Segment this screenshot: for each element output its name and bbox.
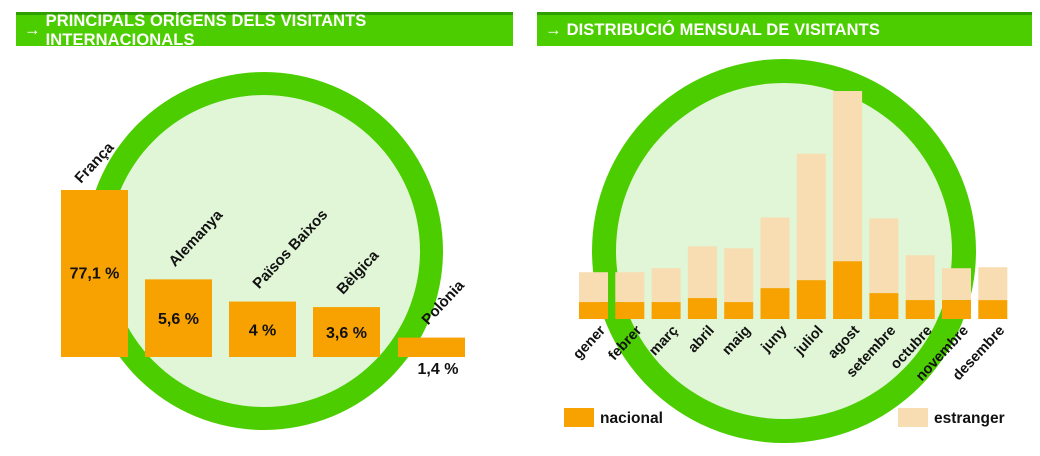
bar-2 [229, 301, 296, 357]
bar-1 [145, 279, 212, 357]
value-label: 4 % [249, 322, 277, 339]
legend-swatch-estranger [898, 408, 928, 427]
bar-estranger-2 [651, 268, 681, 303]
header-monthly: → DISTRIBUCIÓ MENSUAL DE VISITANTS [537, 12, 1032, 46]
bar-nacional-4 [724, 302, 754, 319]
value-label: 5,6 % [158, 311, 199, 328]
value-label: 1,4 % [418, 361, 459, 378]
bar-nacional-3 [687, 298, 717, 319]
bar-estranger-11 [978, 267, 1008, 301]
header-origins: → PRINCIPALS ORÍGENS DELS VISITANTS INTE… [16, 12, 513, 49]
bar-nacional-1 [615, 302, 645, 319]
arrow-icon: → [545, 21, 562, 39]
bar-nacional-11 [978, 300, 1008, 319]
bar-4 [398, 337, 465, 357]
bar-nacional-7 [833, 261, 863, 319]
bar-estranger-7 [833, 91, 863, 262]
arrow-icon: → [24, 21, 41, 39]
bar-estranger-5 [760, 217, 790, 289]
bar-3 [313, 307, 380, 357]
legend: nacional estranger [564, 408, 1005, 427]
bar-nacional-2 [651, 302, 681, 319]
value-label: 3,6 % [326, 325, 367, 342]
bar-estranger-4 [724, 248, 754, 303]
legend-swatch-nacional [564, 408, 594, 427]
legend-label-nacional: nacional [600, 410, 663, 427]
legend-label-estranger: estranger [934, 410, 1005, 427]
bar-nacional-8 [869, 293, 899, 319]
header-origins-title: PRINCIPALS ORÍGENS DELS VISITANTS INTERN… [45, 11, 367, 49]
bar-estranger-0 [579, 272, 608, 303]
bar-estranger-1 [615, 272, 645, 303]
bar-estranger-10 [942, 268, 971, 301]
bar-nacional-6 [796, 280, 826, 319]
value-label: 77,1 % [70, 266, 120, 283]
bar-nacional-9 [905, 300, 935, 319]
bar-estranger-3 [687, 246, 717, 299]
bar-estranger-6 [796, 153, 826, 281]
bar-nacional-5 [760, 288, 790, 319]
bar-estranger-8 [869, 218, 899, 294]
bar-estranger-9 [905, 255, 935, 301]
bar-nacional-10 [942, 300, 971, 319]
header-monthly-title: DISTRIBUCIÓ MENSUAL DE VISITANTS [566, 21, 880, 39]
bar-nacional-0 [579, 302, 608, 319]
bar-0 [61, 190, 128, 357]
month-label: gener [570, 323, 609, 363]
